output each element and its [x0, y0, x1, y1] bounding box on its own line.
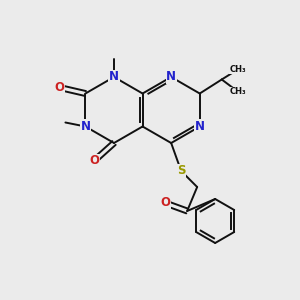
Text: N: N — [166, 70, 176, 83]
Text: O: O — [54, 81, 64, 94]
Text: N: N — [109, 70, 119, 83]
Text: CH₃: CH₃ — [230, 87, 246, 96]
Text: N: N — [195, 120, 205, 133]
Text: CH₃: CH₃ — [230, 65, 246, 74]
Text: N: N — [80, 120, 90, 133]
Text: O: O — [89, 154, 99, 167]
Text: S: S — [177, 164, 185, 178]
Text: O: O — [160, 196, 170, 209]
